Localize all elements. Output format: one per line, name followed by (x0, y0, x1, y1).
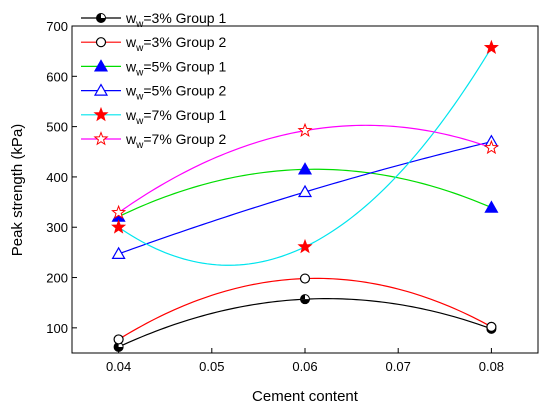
y-tick-label: 600 (46, 69, 68, 84)
legend-entry-6: ww=7% Group 2 (81, 131, 226, 151)
x-tick-label: 0.07 (386, 359, 411, 374)
legend-marker (96, 13, 106, 23)
legend-label: ww=3% Group 1 (125, 10, 226, 30)
x-tick-label: 0.04 (106, 359, 131, 374)
x-tick-label: 0.08 (479, 359, 504, 374)
y-tick-label: 200 (46, 271, 68, 286)
data-point-s6-p3 (483, 139, 499, 155)
legend-label: ww=7% Group 2 (125, 131, 226, 151)
y-tick-label: 100 (46, 321, 68, 336)
x-axis-label: Cement content (252, 388, 359, 405)
y-axis-label: Peak strength (kPa) (9, 124, 26, 257)
data-point-s2-p3 (486, 321, 497, 332)
legend-marker (93, 59, 109, 72)
data-point-s6-p1 (111, 204, 127, 220)
legend-marker (93, 83, 109, 96)
plot-area (71, 25, 539, 354)
y-axis: 100 200 300 400 500 600 700 (46, 19, 77, 336)
data-point-s1-p2 (300, 294, 310, 305)
data-point-s5-p2 (297, 238, 313, 254)
legend-marker (93, 106, 109, 122)
data-point-s6-p2 (297, 122, 313, 138)
series-markers (111, 39, 499, 352)
data-point-s5-p1 (111, 219, 127, 234)
data-point-s5-p3 (483, 39, 499, 55)
legend-entry-3: ww=5% Group 1 (81, 58, 226, 78)
series-line-4 (118, 141, 492, 255)
x-tick-label: 0.06 (292, 359, 317, 374)
data-point-s2-p2 (299, 273, 311, 284)
series-line-5 (118, 47, 492, 266)
legend-label: ww=7% Group 1 (125, 107, 226, 127)
y-tick-label: 300 (46, 220, 68, 235)
legend-entry-2: ww=3% Group 2 (81, 34, 226, 54)
data-point-s4-p1 (111, 246, 126, 259)
series-line-2 (118, 277, 492, 340)
legend-marker (93, 131, 109, 146)
legend-label: ww=5% Group 1 (125, 58, 226, 78)
y-tick-label: 700 (46, 19, 68, 34)
legend-entry-5: ww=7% Group 1 (81, 107, 226, 127)
legend: ww=3% Group 1 ww=3% Group 2 ww=5% Group 1 w… (81, 10, 226, 151)
data-point-s3-p3 (484, 200, 499, 213)
legend-entry-4: ww=5% Group 2 (81, 83, 226, 103)
x-tick-label: 0.05 (199, 359, 224, 374)
y-tick-label: 400 (46, 170, 68, 185)
x-axis: 0.04 0.05 0.06 0.07 0.08 (106, 348, 504, 374)
data-point-s3-p2 (297, 162, 313, 175)
series-line-1 (118, 298, 492, 348)
data-point-s2-p1 (113, 334, 124, 345)
series-lines (118, 47, 492, 348)
legend-label: ww=5% Group 2 (125, 83, 226, 103)
legend-marker (95, 37, 107, 48)
legend-label: ww=3% Group 2 (125, 34, 226, 54)
y-tick-label: 500 (46, 120, 68, 135)
legend-entry-1: ww=3% Group 1 (81, 10, 226, 30)
data-point-s4-p2 (297, 184, 313, 198)
